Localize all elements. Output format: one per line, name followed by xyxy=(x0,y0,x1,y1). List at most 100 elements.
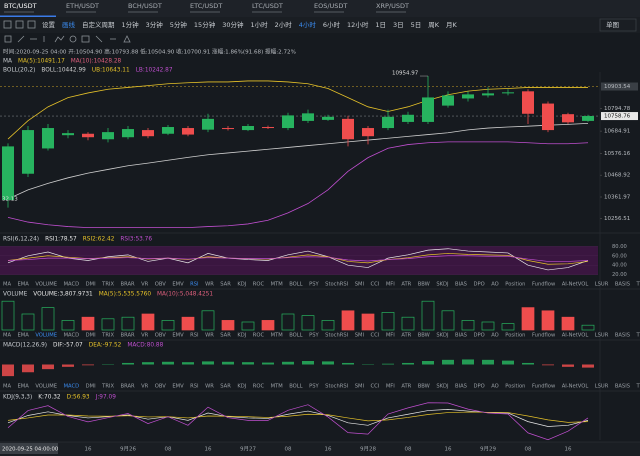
indicator-tab[interactable]: DPO xyxy=(473,384,484,390)
tab[interactable]: LTC/USDT xyxy=(252,2,283,10)
custom-period[interactable]: 自定义周期 xyxy=(82,20,115,29)
indicator-tab[interactable]: PSY xyxy=(309,384,319,390)
indicator-tab[interactable]: LSUR xyxy=(595,384,609,390)
indicator-tab[interactable]: EMV xyxy=(172,282,184,288)
indicator-tab[interactable]: PSY xyxy=(309,333,319,339)
indicator-tab[interactable]: Position xyxy=(505,282,525,288)
indicator-tab[interactable]: MA xyxy=(3,333,11,339)
indicator-tab[interactable]: DMI xyxy=(86,333,96,339)
indicator-tab[interactable]: EMV xyxy=(172,333,184,339)
indicator-tab[interactable]: StochRSI xyxy=(325,333,349,339)
indicator-tab[interactable]: BBW xyxy=(418,282,430,288)
indicator-tab[interactable]: MACD xyxy=(64,384,80,390)
indicator-tab[interactable]: TRIX xyxy=(101,384,114,390)
layout-box[interactable] xyxy=(599,18,637,32)
indicator-tab[interactable]: Fundflow xyxy=(532,384,556,390)
period[interactable]: 5日 xyxy=(411,21,422,29)
indicator-tab[interactable]: BIAS xyxy=(455,384,467,390)
indicator-tab[interactable]: TVolume xyxy=(636,282,640,288)
indicator-tab[interactable]: SMI xyxy=(355,333,365,339)
indicator-tab[interactable]: ATR xyxy=(401,333,411,339)
indicator-tab[interactable]: BIAS xyxy=(455,282,467,288)
indicator-tab[interactable]: BIAS xyxy=(455,333,467,339)
indicator-tab[interactable]: EMA xyxy=(18,333,30,339)
indicator-tab[interactable]: AO xyxy=(491,282,499,288)
indicator-tab[interactable]: BRAR xyxy=(121,384,136,390)
period[interactable]: 3日 xyxy=(393,21,404,29)
indicator-tab[interactable]: BOLL xyxy=(289,384,302,390)
indicator-tab[interactable]: RSI xyxy=(190,384,199,390)
icon[interactable] xyxy=(69,35,77,43)
indicator-tab[interactable]: AI-NetVOL xyxy=(562,384,589,390)
indicator-tab[interactable]: BASIS xyxy=(615,333,630,339)
indicator-tab[interactable]: EMV xyxy=(172,384,184,390)
indicator-tab[interactable]: AO xyxy=(491,333,499,339)
tab[interactable]: BTC/USDT xyxy=(4,2,37,10)
indicator-tab[interactable]: TVolume xyxy=(636,384,640,390)
period[interactable]: 30分钟 xyxy=(222,20,244,29)
indicator-tab[interactable]: EMA xyxy=(18,384,30,390)
indicator-tab[interactable]: StochRSI xyxy=(325,384,349,390)
period[interactable]: 1日 xyxy=(375,21,386,29)
indicator-tab[interactable]: WR xyxy=(205,282,214,288)
indicator-tab[interactable]: DPO xyxy=(473,282,484,288)
indicator-tab[interactable]: Fundflow xyxy=(532,282,556,288)
icon[interactable] xyxy=(4,35,12,43)
indicator-tab[interactable]: OBV xyxy=(155,333,166,339)
indicator-tab[interactable]: VOLUME xyxy=(35,384,57,390)
indicator-tab[interactable]: OBV xyxy=(155,282,166,288)
icon[interactable] xyxy=(3,20,12,29)
indicator-tab[interactable]: MACD xyxy=(64,333,80,339)
indicator-tab[interactable]: SKDJ xyxy=(436,282,449,288)
indicator-tab[interactable]: MFI xyxy=(386,384,395,390)
indicator-tab[interactable]: MA xyxy=(3,384,11,390)
tab[interactable]: XRP/USDT xyxy=(376,2,409,10)
draw-button[interactable]: 画线 xyxy=(62,20,76,29)
period[interactable]: 2小时 xyxy=(275,20,293,29)
indicator-tab[interactable]: SAR xyxy=(220,282,231,288)
indicator-tab[interactable]: BOLL xyxy=(289,333,302,339)
indicator-tab[interactable]: SMI xyxy=(355,384,365,390)
indicator-tab[interactable]: ROC xyxy=(253,384,265,390)
layout-select[interactable]: 单图 xyxy=(606,20,619,29)
indicator-tab[interactable]: OBV xyxy=(155,384,166,390)
period[interactable]: 月K xyxy=(446,21,458,29)
indicator-tab[interactable]: TRIX xyxy=(101,333,114,339)
icon[interactable] xyxy=(81,35,90,43)
indicator-tab[interactable]: CCI xyxy=(371,384,380,390)
indicator-tab[interactable]: CCI xyxy=(371,282,380,288)
indicator-tab[interactable]: WR xyxy=(205,384,214,390)
period[interactable]: 15分钟 xyxy=(194,20,216,29)
icon[interactable] xyxy=(123,35,131,43)
indicator-tab[interactable]: SAR xyxy=(220,384,231,390)
period[interactable]: 4小时 xyxy=(299,20,317,29)
tab[interactable]: EOS/USDT xyxy=(314,2,347,10)
indicator-tab[interactable]: DMI xyxy=(86,384,96,390)
indicator-tab[interactable]: BRAR xyxy=(121,333,136,339)
indicator-tab[interactable]: SKDJ xyxy=(436,333,449,339)
indicator-tab[interactable]: BBW xyxy=(418,333,430,339)
indicator-tab[interactable]: KDJ xyxy=(237,282,246,288)
icon[interactable] xyxy=(17,35,25,43)
period[interactable]: 3分钟 xyxy=(146,20,164,29)
tab[interactable]: ETH/USDT xyxy=(66,2,99,10)
indicator-tab[interactable]: PSY xyxy=(309,282,319,288)
indicator-tab[interactable]: AI-NetVOL xyxy=(562,282,589,288)
indicator-tab[interactable]: MA xyxy=(3,282,11,288)
period[interactable]: 5分钟 xyxy=(170,20,188,29)
indicator-tab[interactable]: BRAR xyxy=(121,282,136,288)
indicator-tab[interactable]: AI-NetVOL xyxy=(562,333,589,339)
period[interactable]: 6小时 xyxy=(323,20,341,29)
icon[interactable] xyxy=(95,35,103,43)
indicator-tab[interactable]: BOLL xyxy=(289,282,302,288)
indicator-tab[interactable]: Position xyxy=(505,384,525,390)
indicator-tab[interactable]: MFI xyxy=(386,282,395,288)
icon[interactable] xyxy=(54,35,65,43)
indicator-tab[interactable]: MTM xyxy=(271,282,283,288)
period[interactable]: 12小时 xyxy=(347,20,369,29)
indicator-tab[interactable]: MFI xyxy=(386,333,395,339)
indicator-tab[interactable]: VOLUME xyxy=(35,282,57,288)
icon[interactable] xyxy=(15,20,24,29)
indicator-tab[interactable]: BASIS xyxy=(615,282,630,288)
tab[interactable]: ETC/USDT xyxy=(190,2,222,10)
